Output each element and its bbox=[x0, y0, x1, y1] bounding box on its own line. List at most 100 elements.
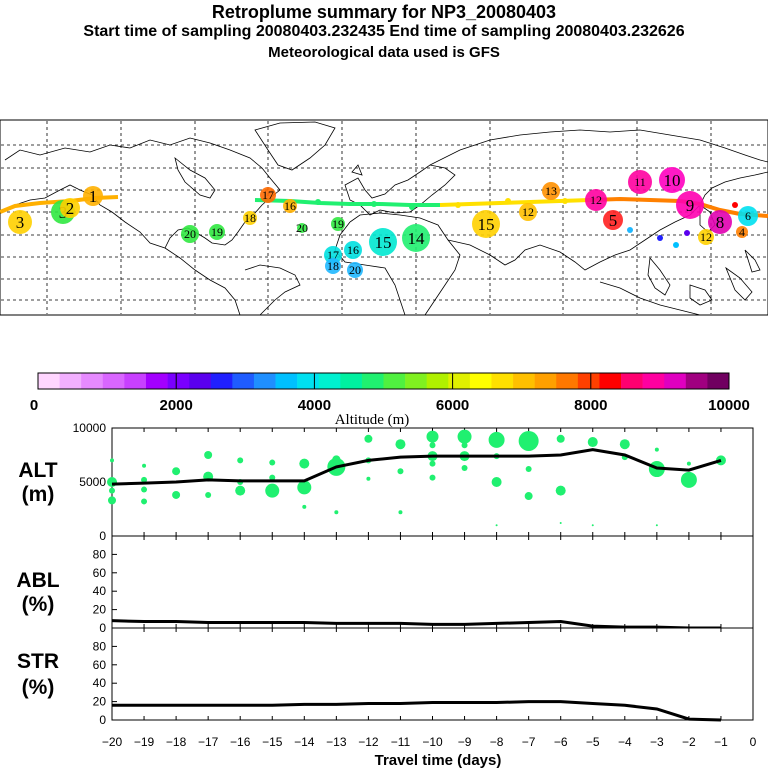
colorbar-swatch bbox=[167, 373, 190, 389]
altitude-scatter-point bbox=[299, 458, 310, 469]
y-tick-label: 80 bbox=[93, 639, 107, 653]
day-marker-circle bbox=[676, 191, 704, 219]
day-marker-label: 2 bbox=[66, 199, 75, 218]
colorbar-swatch bbox=[275, 373, 298, 389]
altitude-scatter-point bbox=[237, 457, 244, 464]
colorbar-swatch bbox=[664, 373, 687, 389]
day-marker-label: 9 bbox=[686, 196, 695, 215]
panel-abl: 0 20 40 60 80 ABL(%) bbox=[16, 535, 754, 635]
altitude-scatter-point bbox=[366, 476, 371, 481]
panel-label: STR bbox=[17, 650, 59, 673]
colorbar-swatch bbox=[707, 373, 730, 389]
day-marker-circle bbox=[698, 229, 714, 245]
x-tick-label: 0 bbox=[750, 735, 757, 749]
y-tick-label: 20 bbox=[93, 603, 107, 617]
altitude-colorbar: 0 2000 4000 6000 8000 10000 bbox=[30, 372, 750, 414]
altitude-scatter-point bbox=[686, 461, 691, 466]
colorbar-tick-label: 4000 bbox=[298, 397, 331, 414]
colorbar-swatch bbox=[513, 373, 535, 389]
altitude-scatter-point bbox=[302, 504, 307, 509]
altitude-scatter-point bbox=[426, 430, 439, 443]
day-marker-circle bbox=[369, 228, 397, 256]
panel-alt: 0 5000 10000 ALT(m) bbox=[18, 421, 754, 543]
y-tick-label: 0 bbox=[99, 621, 106, 635]
colorbar-swatch bbox=[383, 373, 406, 389]
x-tick-label: −13 bbox=[326, 735, 347, 749]
panel-label: ABL bbox=[16, 569, 59, 592]
trajectory-dot bbox=[673, 242, 679, 248]
trajectory-dot bbox=[732, 202, 738, 208]
altitude-scatter-point bbox=[205, 491, 212, 498]
day-marker-label: 4 bbox=[739, 225, 745, 239]
altitude-scatter-point bbox=[559, 522, 562, 525]
trajectory-map: 3321171618201919201716182015141512131211… bbox=[0, 119, 768, 316]
x-tick-label: −4 bbox=[618, 735, 632, 749]
y-tick-label: 60 bbox=[93, 566, 107, 580]
x-tick-label: −6 bbox=[554, 735, 568, 749]
altitude-scatter-point bbox=[461, 464, 468, 471]
trajectory-day-markers: 3321171618201919201716182015141512131211… bbox=[8, 167, 758, 278]
day-marker-label: 19 bbox=[211, 225, 223, 239]
altitude-scatter-point bbox=[429, 460, 436, 467]
day-marker-circle bbox=[331, 217, 345, 231]
panel-str: 0 20 40 60 80 STR (%) bbox=[17, 627, 754, 727]
day-marker-circle bbox=[542, 182, 560, 200]
day-marker-label: 19 bbox=[332, 217, 344, 231]
altitude-scatter-point bbox=[334, 510, 339, 515]
y-tick-label: 0 bbox=[99, 713, 106, 727]
x-tick-label: −17 bbox=[198, 735, 219, 749]
panel-label: ALT bbox=[18, 459, 57, 482]
trajectory-dot bbox=[657, 235, 663, 241]
colorbar-swatch bbox=[426, 373, 449, 389]
colorbar-swatch bbox=[145, 373, 168, 389]
day-marker-circle bbox=[402, 224, 430, 252]
day-marker-circle bbox=[585, 189, 607, 211]
day-marker-circle bbox=[243, 211, 257, 225]
altitude-scatter-point bbox=[591, 524, 594, 527]
altitude-scatter-point bbox=[461, 442, 468, 449]
y-tick-label: 0 bbox=[99, 529, 106, 543]
altitude-scatter-point bbox=[172, 490, 181, 499]
trajectory-dot bbox=[505, 198, 511, 204]
day-marker-circle bbox=[519, 203, 537, 221]
day-marker-circle bbox=[603, 210, 623, 230]
altitude-scatter-point bbox=[297, 480, 312, 495]
day-marker-circle bbox=[736, 226, 748, 238]
y-tick-label: 20 bbox=[93, 695, 107, 709]
day-marker-circle bbox=[628, 170, 652, 194]
day-marker-circle bbox=[181, 225, 199, 243]
day-marker-label: 18 bbox=[327, 259, 339, 273]
day-marker-label: 1 bbox=[89, 187, 98, 206]
day-marker-label: 13 bbox=[545, 184, 557, 198]
altitude-scatter-point bbox=[654, 447, 659, 452]
altitude-scatter-point bbox=[587, 437, 598, 448]
day-marker-label: 16 bbox=[284, 199, 296, 213]
day-marker-label: 14 bbox=[408, 229, 426, 248]
colorbar-swatch bbox=[534, 373, 557, 389]
colorbar-swatch bbox=[340, 373, 363, 389]
y-tick-label: 80 bbox=[93, 547, 107, 561]
x-tick-label: −19 bbox=[134, 735, 155, 749]
altitude-scatter-point bbox=[269, 474, 276, 481]
colorbar-tick-label: 6000 bbox=[436, 397, 469, 414]
met-data-note: Meteorological data used is GFS bbox=[268, 44, 500, 61]
trajectory-dot bbox=[315, 199, 321, 205]
altitude-scatter-point bbox=[395, 439, 406, 450]
colorbar-swatch bbox=[621, 373, 643, 389]
x-axis-label: Travel time (days) bbox=[375, 752, 502, 768]
altitude-scatter-point bbox=[269, 459, 276, 466]
altitude-scatter-point bbox=[488, 431, 505, 448]
colorbar-swatch bbox=[577, 373, 600, 389]
x-tick-label: −7 bbox=[522, 735, 536, 749]
colorbar-swatch bbox=[81, 373, 104, 389]
altitude-scatter-point bbox=[457, 429, 472, 444]
colorbar-tick-label: 0 bbox=[30, 397, 38, 414]
day-marker-label: 6 bbox=[745, 209, 751, 223]
colorbar-swatch bbox=[448, 373, 471, 389]
colorbar-swatch bbox=[469, 373, 492, 389]
sampling-times: Start time of sampling 20080403.232435 E… bbox=[83, 23, 685, 40]
day-marker-label: 20 bbox=[184, 227, 196, 241]
altitude-scatter-point bbox=[265, 483, 280, 498]
altitude-scatter-point bbox=[364, 434, 373, 443]
colorbar-swatch bbox=[556, 373, 579, 389]
